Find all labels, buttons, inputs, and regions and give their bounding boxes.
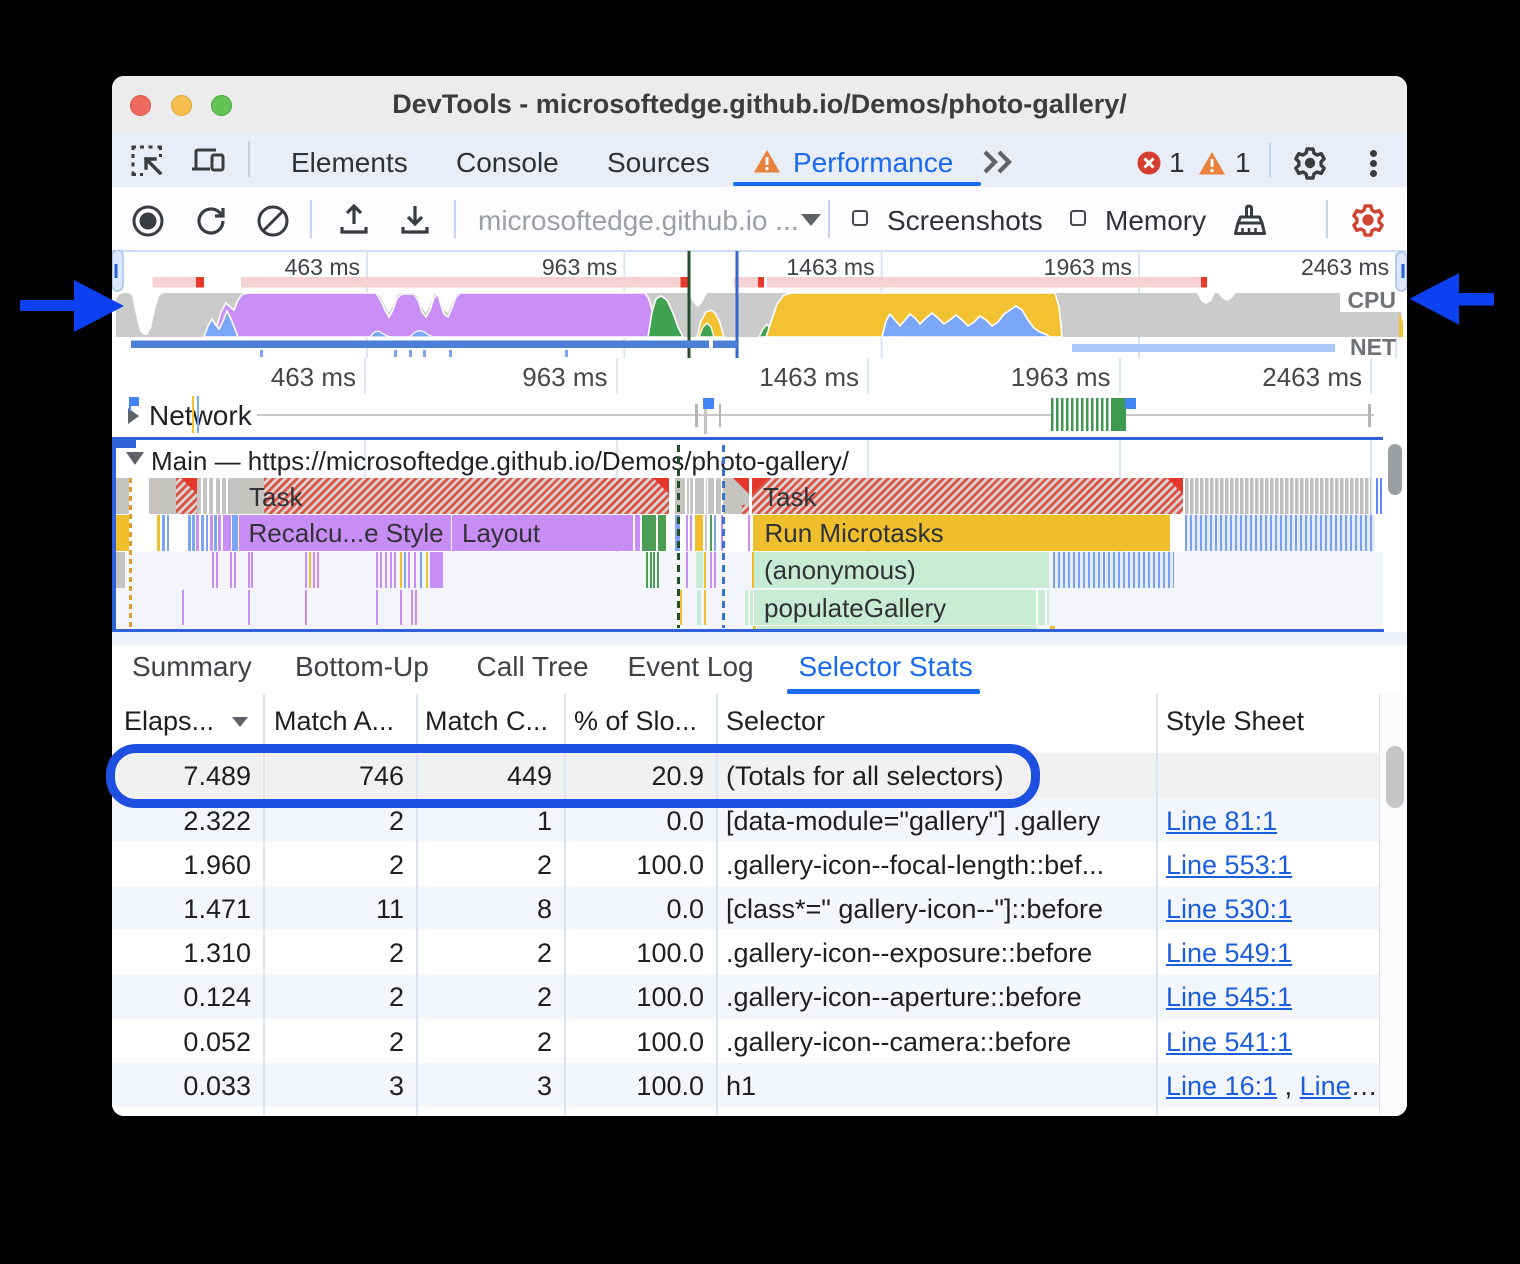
svg-text:463 ms: 463 ms (271, 362, 356, 392)
svg-text:NET: NET (1350, 334, 1396, 358)
svg-text:963 ms: 963 ms (522, 362, 607, 392)
svg-text:2463 ms: 2463 ms (1301, 254, 1389, 280)
svg-text:963 ms: 963 ms (542, 254, 617, 280)
svg-text:CPU: CPU (1347, 287, 1396, 313)
svg-text:463 ms: 463 ms (285, 254, 360, 280)
svg-text:1463 ms: 1463 ms (786, 254, 874, 280)
svg-text:1963 ms: 1963 ms (1044, 254, 1132, 280)
svg-text:2463 ms: 2463 ms (1262, 362, 1362, 392)
svg-text:1963 ms: 1963 ms (1011, 362, 1111, 392)
svg-text:1463 ms: 1463 ms (759, 362, 859, 392)
